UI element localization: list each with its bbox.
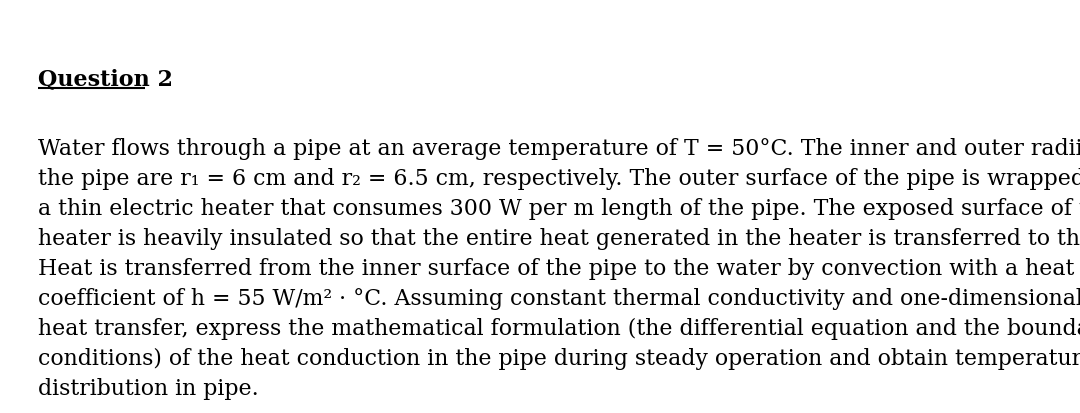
Text: Question 2: Question 2 [38, 68, 173, 90]
Text: heater is heavily insulated so that the entire heat generated in the heater is t: heater is heavily insulated so that the … [38, 228, 1080, 249]
Text: distribution in pipe.: distribution in pipe. [38, 377, 259, 399]
Text: coefficient of h = 55 W/m² · °C. Assuming constant thermal conductivity and one-: coefficient of h = 55 W/m² · °C. Assumin… [38, 287, 1080, 309]
Text: heat transfer, express the mathematical formulation (the differential equation a: heat transfer, express the mathematical … [38, 317, 1080, 339]
Text: conditions) of the heat conduction in the pipe during steady operation and obtai: conditions) of the heat conduction in th… [38, 347, 1080, 369]
Text: Water flows through a pipe at an average temperature of T = 50°C. The inner and : Water flows through a pipe at an average… [38, 138, 1080, 159]
Text: the pipe are r₁ = 6 cm and r₂ = 6.5 cm, respectively. The outer surface of the p: the pipe are r₁ = 6 cm and r₂ = 6.5 cm, … [38, 168, 1080, 190]
Text: a thin electric heater that consumes 300 W per m length of the pipe. The exposed: a thin electric heater that consumes 300… [38, 197, 1080, 219]
Text: Heat is transferred from the inner surface of the pipe to the water by convectio: Heat is transferred from the inner surfa… [38, 257, 1080, 279]
